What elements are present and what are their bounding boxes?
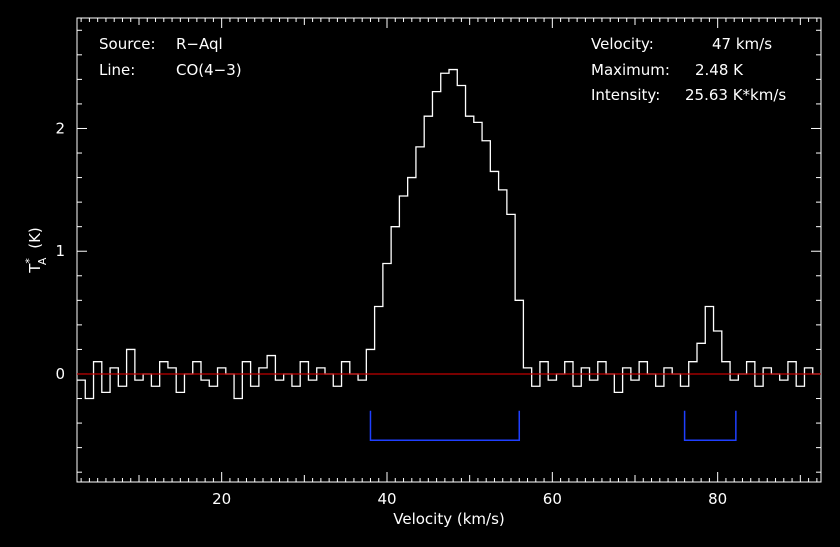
y-axis-label: T*A (K) [23, 227, 49, 274]
maximum-label: Maximum: [591, 61, 670, 79]
y-tick-label: 0 [55, 365, 65, 383]
baseline-window [683, 410, 737, 442]
plot-frame [76, 17, 822, 483]
line-label: Line: [99, 61, 136, 79]
x-axis-label: Velocity (km/s) [393, 510, 504, 528]
source-label: Source: [99, 35, 156, 53]
velocity-value: 47 km/s [712, 35, 773, 53]
x-tick-label: 40 [377, 490, 396, 508]
x-tick-label: 60 [543, 490, 562, 508]
intensity-label: Intensity: [591, 86, 661, 104]
source-value: R−Aql [176, 35, 223, 53]
intensity-value: 25.63 K*km/s [685, 86, 787, 104]
spectrum-line [77, 68, 821, 400]
maximum-value: 2.48 K [695, 61, 744, 79]
velocity-label: Velocity: [591, 35, 654, 53]
y-tick-label: 2 [55, 119, 65, 137]
x-tick-label: 80 [708, 490, 727, 508]
x-tick-label: 20 [212, 490, 231, 508]
y-tick-label: 1 [55, 242, 65, 260]
line-value: CO(4−3) [176, 61, 242, 79]
baseline-window [369, 410, 521, 442]
